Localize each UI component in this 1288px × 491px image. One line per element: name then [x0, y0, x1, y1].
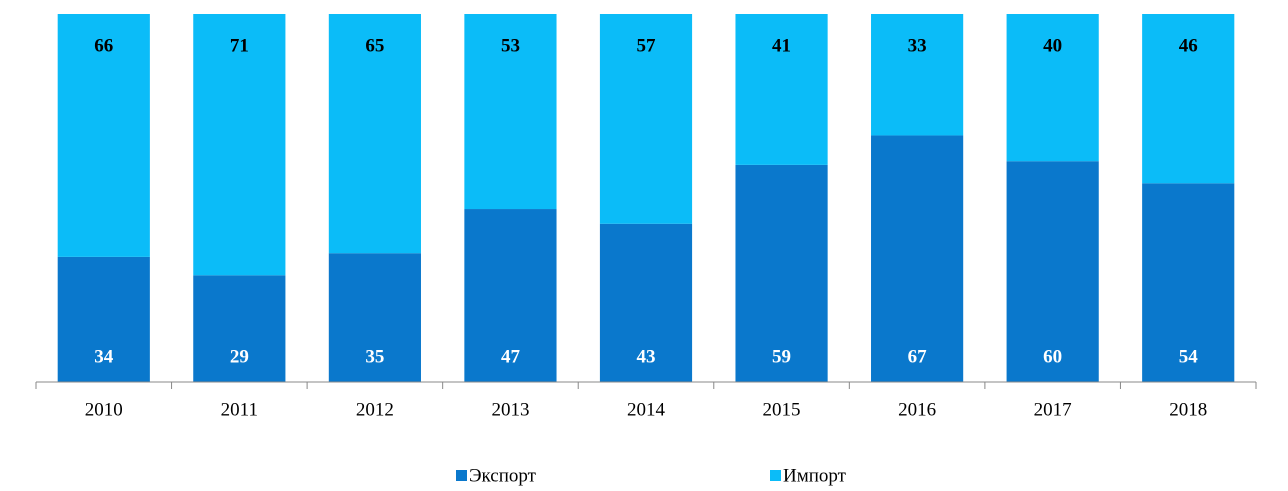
bar-segment: [1142, 183, 1235, 382]
bar-segment: [1006, 161, 1099, 382]
x-tick-label: 2016: [898, 399, 936, 420]
bar-segment: [464, 14, 557, 210]
x-tick-label: 2010: [85, 399, 123, 420]
legend-label: Импорт: [783, 465, 847, 486]
bar-segment: [328, 253, 421, 382]
bar-segment: [1006, 14, 1099, 162]
value-label: 57: [637, 35, 657, 56]
value-label: 66: [94, 35, 113, 56]
value-label: 65: [365, 35, 384, 56]
bar-segment: [599, 223, 693, 382]
bar-segment: [1142, 14, 1235, 184]
bar-segment: [57, 256, 150, 382]
bar-segment: [871, 14, 964, 136]
value-label: 54: [1179, 346, 1199, 367]
legend-swatch: [456, 470, 467, 481]
value-label: 47: [501, 346, 521, 367]
bar-segment: [328, 14, 421, 254]
legend-swatch: [770, 470, 781, 481]
value-label: 60: [1043, 346, 1062, 367]
value-label: 35: [365, 346, 384, 367]
legend-label: Экспорт: [469, 465, 537, 486]
value-label: 40: [1043, 35, 1062, 56]
bar-segment: [599, 14, 693, 224]
value-label: 46: [1179, 35, 1198, 56]
x-tick-label: 2015: [763, 399, 801, 420]
bar-segment: [464, 209, 557, 382]
bar-segment: [193, 275, 286, 382]
value-label: 53: [501, 35, 520, 56]
x-tick-label: 2012: [356, 399, 394, 420]
value-label: 71: [230, 35, 249, 56]
value-label: 41: [772, 35, 791, 56]
x-tick-label: 2018: [1169, 399, 1207, 420]
bar-segment: [735, 14, 828, 165]
value-label: 43: [637, 346, 656, 367]
value-label: 59: [772, 346, 791, 367]
value-label: 29: [230, 346, 249, 367]
value-label: 33: [908, 35, 927, 56]
bar-segment: [871, 135, 964, 382]
x-tick-label: 2014: [627, 399, 666, 420]
x-tick-label: 2011: [221, 399, 258, 420]
x-tick-label: 2017: [1034, 399, 1072, 420]
x-tick-label: 2013: [491, 399, 529, 420]
bar-segment: [735, 164, 828, 382]
value-label: 34: [94, 346, 114, 367]
bar-segment: [193, 14, 286, 276]
value-label: 67: [908, 346, 928, 367]
bar-segment: [57, 14, 150, 257]
